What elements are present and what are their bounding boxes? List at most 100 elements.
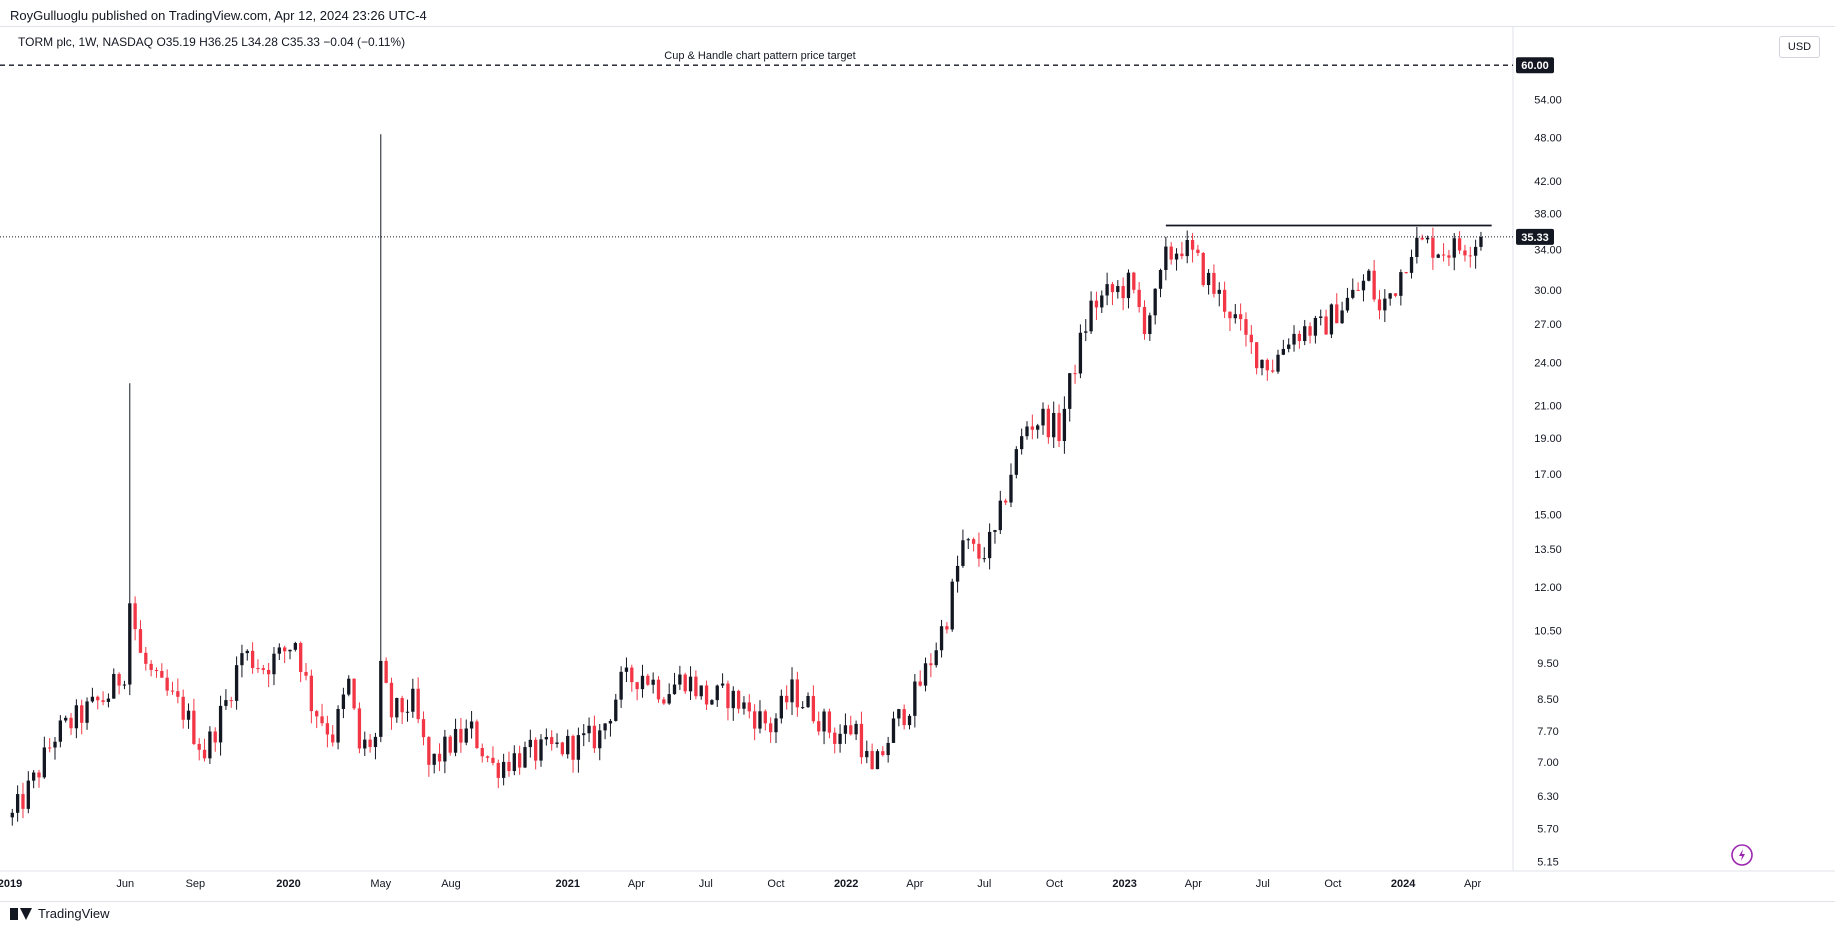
candle-body [587,725,591,734]
candle-body [1174,253,1179,260]
replay-icon[interactable] [1731,844,1753,866]
candle-body [443,736,447,762]
candle-body [1052,412,1056,438]
candle-body [1238,314,1243,320]
candle-body [341,694,346,709]
candle-body [475,721,479,748]
candle-body [277,647,281,654]
x-tick-label: Apr [906,878,923,890]
candle-body [101,700,105,702]
candle-body [640,675,645,690]
candle-body [224,700,228,706]
candle-body [1148,315,1152,334]
candle-body [416,688,420,720]
candle-body [688,676,693,692]
candle-body [523,747,527,768]
candle-body [806,695,810,708]
candle-body [1335,304,1339,324]
candle-body [945,626,949,630]
candle-body [336,708,340,743]
candle-body [1057,412,1061,442]
candle-body [1345,297,1350,311]
candle-body [10,812,14,818]
candle-body [186,710,191,720]
candle-body [902,709,906,726]
candle-body [1201,252,1205,286]
candle-body [592,725,597,749]
time-axis[interactable]: 2019 Jun Sep 2020 May Aug 2021 Apr Jul Oct 2022 Apr… [0,878,1481,890]
candle-body [368,739,372,747]
candle-body [1313,317,1318,336]
candle-body [1212,272,1216,294]
candle-body [790,679,794,703]
y-tick-label: 19.00 [1534,433,1562,445]
candle-body [37,772,41,778]
x-tick-label: 2019 [0,878,22,890]
price-axis[interactable]: 5.15 5.70 6.30 7.00 7.70 8.50 9.50 10.50 12.00 13… [1534,94,1562,868]
candle-body [1137,289,1141,308]
candle-body [1441,254,1446,256]
candle-body [1233,314,1237,319]
candle-body [15,794,20,813]
currency-button[interactable]: USD [1779,36,1820,58]
x-tick-label: Jul [1256,878,1270,890]
candle-body [886,742,890,756]
candle-body [315,711,319,717]
candle-body [213,731,217,743]
candle-body [859,723,864,758]
candle-body [811,695,816,722]
candle-body [1463,250,1467,256]
candle-body [1121,286,1125,299]
candle-body [870,751,874,770]
candle-body [603,723,607,731]
candle-body [1025,426,1029,437]
candle-body [528,739,532,748]
candle-body [1377,299,1382,311]
y-tick-label: 13.50 [1534,544,1562,556]
price-label-text: 35.33 [1521,232,1549,244]
candle-body [26,780,30,809]
candle-body [485,756,490,758]
candle-body [427,737,431,765]
candle-body [250,650,255,669]
candle-body [1153,288,1157,316]
candle-body [683,674,687,692]
candle-body [971,539,976,544]
candle-body [758,711,762,729]
candle-body [582,733,586,736]
x-tick-label: 2020 [276,878,300,890]
candle-body [389,682,394,718]
candle-body [138,629,143,653]
candle-body [117,673,121,686]
candle-body [1180,253,1184,257]
footer-brand[interactable]: TradingView [10,906,110,921]
x-tick-label: Jul [699,878,713,890]
y-tick-label: 8.50 [1537,694,1558,706]
candle-body [571,735,575,760]
candle-body [1308,326,1312,336]
candle-body [1340,310,1344,324]
candle-body [352,678,356,709]
candle-body [1254,342,1259,369]
candle-body [42,747,46,778]
candle-body [411,688,415,712]
candle-body [923,663,928,686]
candle-body [1046,408,1051,438]
symbol-legend[interactable]: TORM plc, 1W, NASDAQ O35.19 H36.25 L34.2… [18,35,406,49]
candle-body [539,739,543,761]
candle-body [453,728,458,753]
candle-body [1457,238,1462,251]
candle-body [1287,344,1291,349]
candle-body [133,603,137,630]
candle-body [801,707,805,709]
candle-body [1329,304,1334,335]
candle-body [1265,359,1269,371]
x-tick-label: 2023 [1112,878,1136,890]
candle-body [1271,370,1275,372]
candle-body [619,671,623,700]
candle-body [1367,270,1371,281]
candle-body [1447,255,1451,258]
x-tick-label: Jun [116,878,134,890]
candle-body [283,647,287,652]
